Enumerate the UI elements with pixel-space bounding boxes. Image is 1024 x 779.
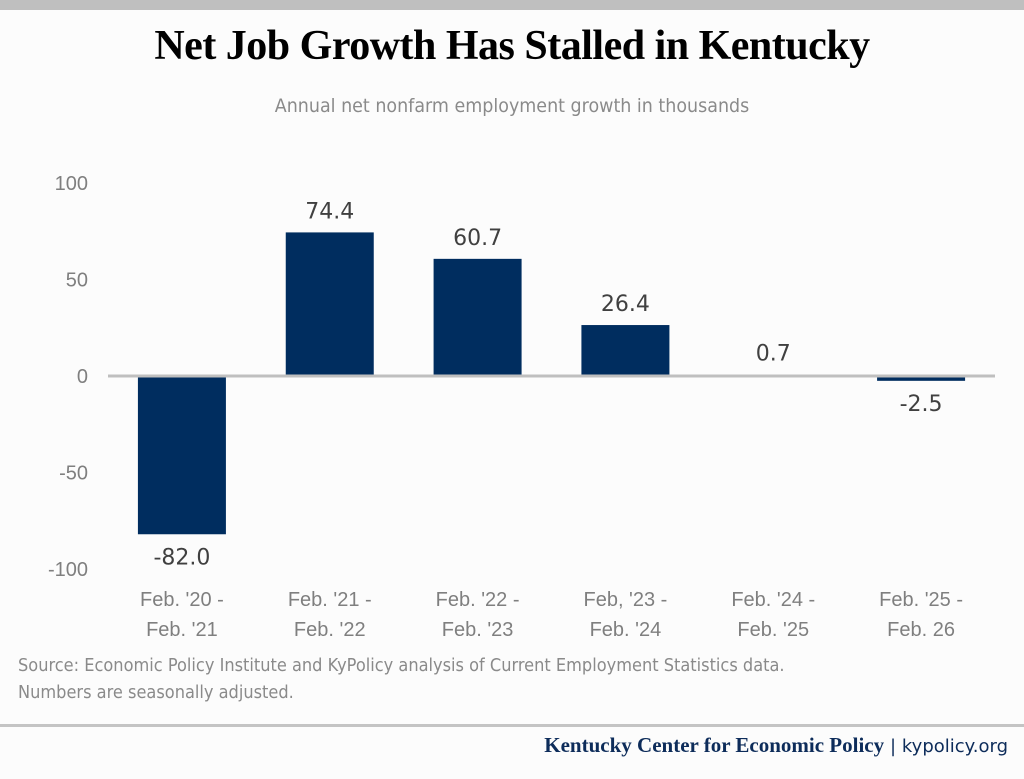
bar-chart: 100 50 0 -50 -100 -82.0 Feb. '20 - Feb. '21 74.4… <box>48 173 995 641</box>
bar <box>581 325 670 376</box>
y-tick-label: -100 <box>48 559 88 581</box>
top-border <box>0 0 1024 10</box>
data-label: -2.5 <box>900 392 943 417</box>
x-tick-label: Feb. '22 - <box>436 589 520 611</box>
data-label: 26.4 <box>601 292 650 317</box>
footer-site-link[interactable]: kypolicy.org <box>901 736 1008 757</box>
x-tick-label: Feb. '25 - <box>879 589 963 611</box>
y-tick-label: 0 <box>77 366 88 388</box>
footer-org: Kentucky Center for Economic Policy <box>544 733 885 757</box>
footer: Kentucky Center for Economic Policy | ky… <box>544 733 1008 758</box>
x-tick-label: Feb. '22 <box>294 619 366 641</box>
x-tick-label: Feb. '21 - <box>288 589 372 611</box>
source-note: Source: Economic Policy Institute and Ky… <box>18 652 785 706</box>
footer-separator: | <box>889 736 897 757</box>
bar <box>433 258 522 376</box>
source-line-1: Source: Economic Policy Institute and Ky… <box>18 655 785 676</box>
data-label: 0.7 <box>756 342 791 367</box>
y-tick-label: 100 <box>55 173 88 195</box>
x-tick-label: Feb. '25 <box>737 619 809 641</box>
x-tick-label: Feb. '23 <box>442 619 514 641</box>
bar <box>137 376 226 535</box>
x-tick-label: Feb. '21 <box>146 619 218 641</box>
data-label: -82.0 <box>153 545 210 570</box>
chart-subtitle: Annual net nonfarm employment growth in … <box>274 95 750 117</box>
y-tick-label: -50 <box>59 463 88 485</box>
data-label: 74.4 <box>305 199 354 224</box>
x-tick-label: Feb. '24 - <box>731 589 815 611</box>
data-label: 60.7 <box>453 226 502 251</box>
source-line-2: Numbers are seasonally adjusted. <box>18 682 294 703</box>
y-tick-label: 50 <box>66 270 88 292</box>
x-tick-label: Feb, '23 - <box>583 589 667 611</box>
bar <box>877 376 966 381</box>
footer-divider <box>0 724 1024 727</box>
chart-title: Net Job Growth Has Stalled in Kentucky <box>154 23 870 69</box>
x-tick-label: Feb. 26 <box>887 619 955 641</box>
bar <box>285 232 374 376</box>
x-tick-label: Feb. '24 <box>590 619 662 641</box>
x-tick-label: Feb. '20 - <box>140 589 224 611</box>
